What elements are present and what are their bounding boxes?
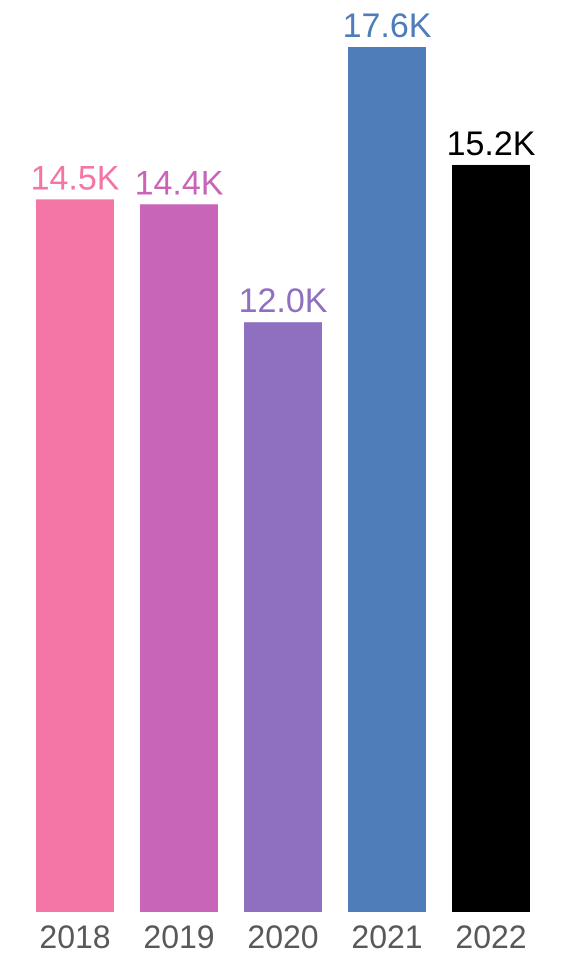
data-label-2022: 15.2K — [447, 125, 536, 163]
bar-2018 — [36, 199, 114, 912]
x-axis-tick-labels: 2018 2019 2020 2021 2022 — [39, 919, 526, 955]
bar-2022 — [452, 165, 530, 912]
x-tick-label-2018: 2018 — [39, 919, 110, 955]
data-label-2019: 14.4K — [135, 164, 224, 202]
data-label-2018: 14.5K — [31, 159, 120, 197]
bar-2020 — [244, 322, 322, 912]
x-tick-label-2022: 2022 — [455, 919, 526, 955]
data-label-2021: 17.6K — [343, 7, 432, 45]
x-tick-label-2019: 2019 — [143, 919, 214, 955]
data-label-2020: 12.0K — [239, 282, 328, 320]
bar-2021 — [348, 47, 426, 912]
bar-2019 — [140, 204, 218, 912]
x-tick-label-2021: 2021 — [351, 919, 422, 955]
x-tick-label-2020: 2020 — [247, 919, 318, 955]
